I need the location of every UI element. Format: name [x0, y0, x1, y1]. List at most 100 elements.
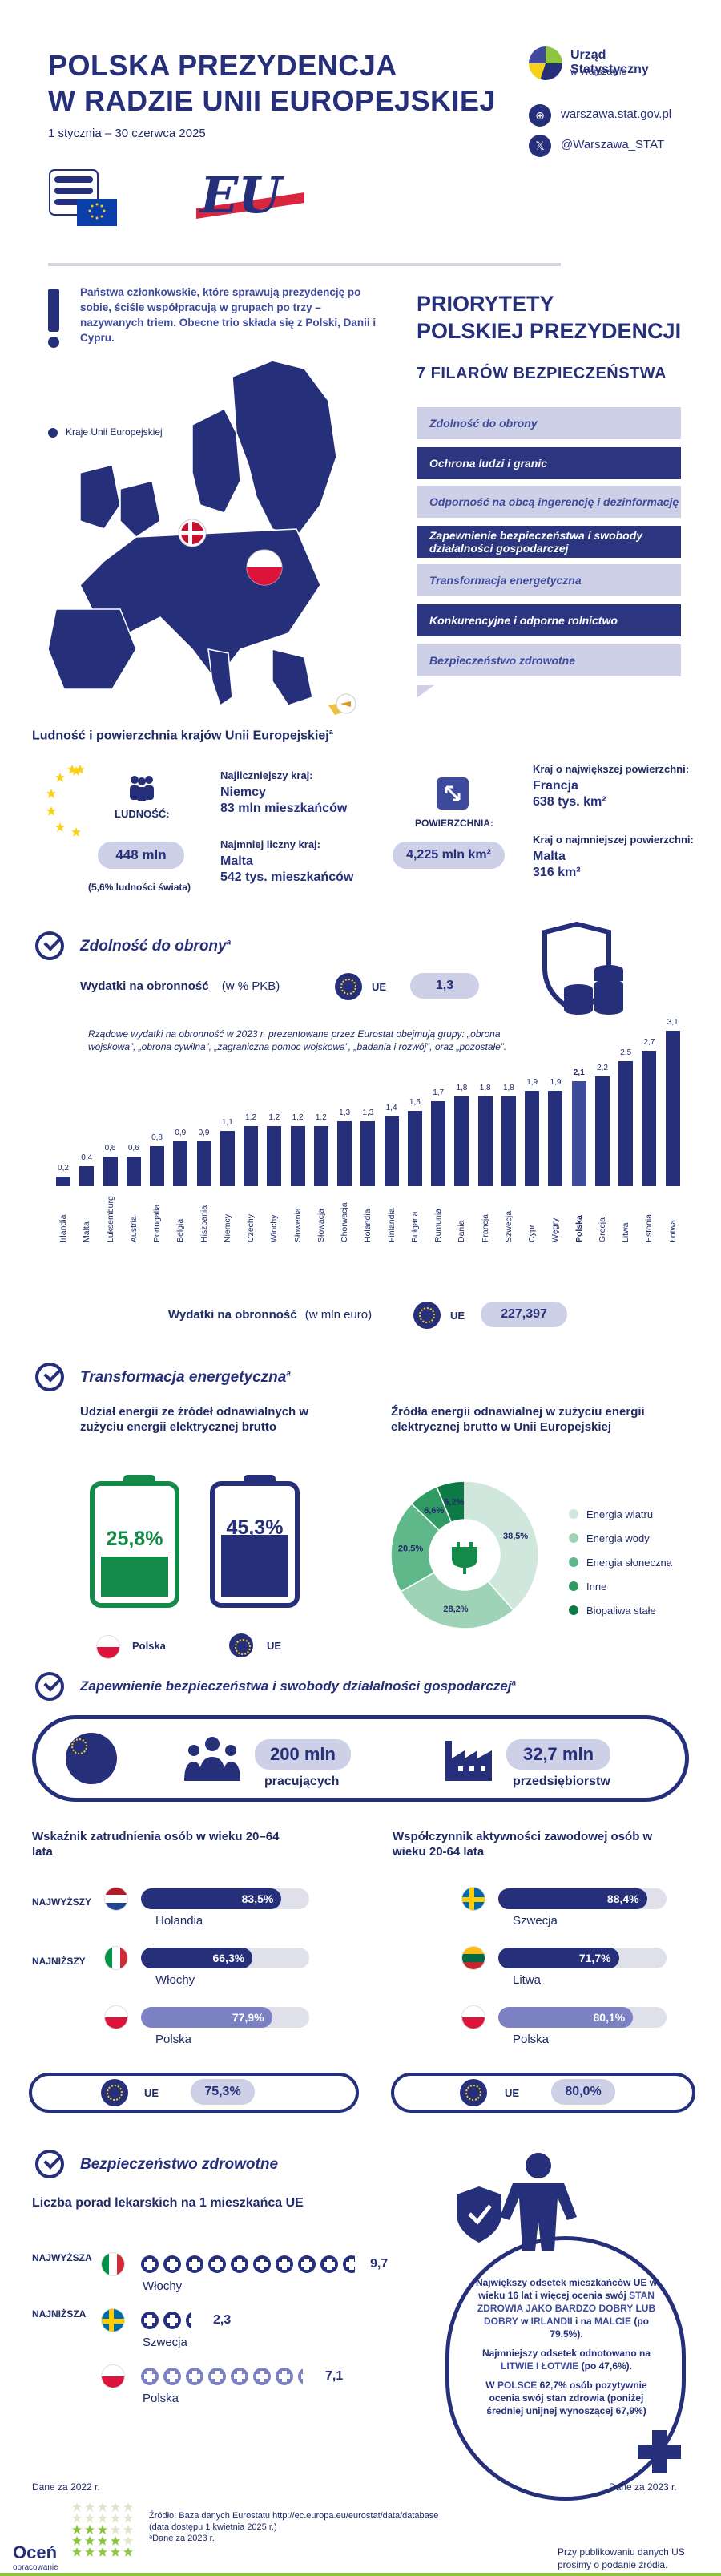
rating-star[interactable] [123, 2502, 133, 2512]
consult-icon [343, 2255, 356, 2273]
health-p2: Najmniejszy odsetek odnotowano na LITWIE… [471, 2347, 662, 2372]
consult-icon [186, 2312, 191, 2329]
defence-bar [290, 1126, 305, 1186]
defence-bar-value: 2,2 [597, 1063, 608, 1072]
svg-text:EU: EU [199, 166, 284, 224]
battery-pl-value: 25,8% [106, 1528, 163, 1550]
defence-bar-label: Dania [457, 1220, 467, 1242]
rating-star[interactable] [98, 2502, 107, 2512]
rating-star[interactable] [123, 2547, 133, 2557]
donut-slice-label: 20,5% [398, 1544, 423, 1554]
defence-bar-label: Węgry [550, 1217, 561, 1242]
firms-value: 32,7 mln [506, 1739, 610, 1770]
defence-bar-value: 1,7 [433, 1088, 445, 1097]
defence-note: Rządowe wydatki na obronność w 2023 r. p… [88, 1028, 507, 1052]
energy-title-text: Transformacja energetyczna [80, 1369, 287, 1386]
rate-bar-track: 83,5% [141, 1888, 309, 1909]
pop-label: LUDNOŚĆ: [115, 808, 170, 820]
employment-heading: Wskaźnik zatrudnienia osób w wieku 20–64… [32, 1830, 280, 1859]
rating-star[interactable] [72, 2513, 82, 2523]
check-circle-icon-4 [35, 2150, 64, 2178]
rating-star[interactable] [111, 2547, 120, 2557]
publish-line-1: Przy publikowaniu danych US [558, 2546, 685, 2558]
data-2023-note: Dane za 2023 r. [609, 2481, 677, 2493]
smallest-area-label: Kraj o najmniejszej powierzchni: [533, 834, 694, 846]
consult-icon [141, 2312, 159, 2329]
battery-pl-fill [101, 1556, 168, 1597]
header-divider [48, 263, 561, 266]
donut-legend-dot [569, 1557, 578, 1567]
donut-legend-item: Inne [569, 1581, 606, 1593]
rate-bar-track: 66,3% [141, 1948, 309, 1968]
donut-slice [400, 1571, 514, 1629]
rating-star[interactable] [123, 2513, 133, 2523]
economy-banner [32, 1715, 689, 1802]
rating-star[interactable] [98, 2513, 107, 2523]
defence-bar [477, 1096, 493, 1186]
workers-value: 200 mln [255, 1739, 351, 1770]
defence-bar-value: 1,8 [479, 1083, 491, 1092]
rate-label[interactable]: Oceń [13, 2542, 58, 2562]
battery-eu-fill [221, 1535, 288, 1597]
consult-icon [276, 2368, 293, 2385]
defence-title-sup: a [226, 938, 232, 947]
defence-bar [501, 1096, 516, 1186]
health-p3-c: 62,7% osób pozytywnie ocenia swój stan z… [486, 2380, 647, 2417]
rating-star[interactable] [72, 2525, 82, 2534]
consult-icon [276, 2255, 293, 2273]
rating-star[interactable] [111, 2525, 120, 2534]
defence-euro-label: Wydatki na obronność (w mln euro) [168, 1308, 372, 1322]
consult-icon [141, 2255, 159, 2273]
area-icon [437, 777, 469, 810]
rating-star[interactable] [98, 2547, 107, 2557]
rate-bar-country: Szwecja [513, 1914, 558, 1928]
donut-slice [436, 1480, 465, 1524]
rating-star[interactable] [85, 2513, 95, 2523]
eu-flag-icon-5 [101, 2079, 128, 2106]
consult-icon [253, 2255, 271, 2273]
rating-star[interactable] [111, 2536, 120, 2546]
rating-star[interactable] [85, 2536, 95, 2546]
rating-star[interactable] [72, 2502, 82, 2512]
pillar-item: Zapewnienie bezpieczeństwa i swobody dzi… [417, 526, 681, 558]
defence-euro-eu-label: UE [450, 1310, 465, 1322]
rating-stars-icon [72, 2502, 133, 2557]
defence-bar-value: 1,9 [550, 1078, 562, 1088]
activity-eu-box [391, 2073, 695, 2113]
source-line-2: (data dostępu 1 kwietnia 2025 r.) [149, 2522, 277, 2532]
defence-bar [594, 1076, 610, 1186]
rating-star[interactable] [123, 2536, 133, 2546]
smallest-pop-country: Malta [220, 854, 253, 868]
rating-star[interactable] [123, 2525, 133, 2534]
rating-star[interactable] [85, 2525, 95, 2534]
health-p1-c: w [518, 2316, 531, 2327]
rating-star[interactable] [111, 2502, 120, 2512]
health-person-icon [457, 2153, 577, 2251]
donut-legend-item: Energia wiatru [569, 1508, 653, 1520]
donut-legend-dot [569, 1605, 578, 1615]
rate-bar-country: Polska [155, 2033, 192, 2046]
energy-title-sup: a [286, 1369, 291, 1379]
rating-star[interactable] [98, 2525, 107, 2534]
rate-bar-fill: 66,3% [141, 1948, 253, 1968]
source-note: Źródło: Baza danych Eurostatu http://ec.… [149, 2510, 438, 2544]
pillar-item: Transformacja energetyczna [417, 564, 681, 596]
defence-bar [618, 1060, 634, 1186]
rating-star[interactable] [85, 2547, 95, 2557]
eu-flag-icon-2 [413, 1302, 441, 1329]
flag-it-icon [104, 1946, 128, 1970]
rating-star[interactable] [111, 2513, 120, 2523]
defence-bar-label: Estonia [644, 1213, 655, 1242]
shield-coins-icon [542, 921, 623, 1015]
publish-note: Przy publikowaniu danych US prosimy o po… [558, 2546, 685, 2571]
defence-bar-value: 1,3 [339, 1108, 351, 1117]
consult-icon [163, 2368, 181, 2385]
check-circle-icon-3 [35, 1672, 64, 1701]
rating-star[interactable] [72, 2536, 82, 2546]
defence-bar [267, 1126, 282, 1186]
consult-icon [298, 2255, 316, 2273]
rating-star[interactable] [98, 2536, 107, 2546]
rating-star[interactable] [85, 2502, 95, 2512]
donut-legend-label: Energia wody [586, 1532, 650, 1544]
rating-star[interactable] [72, 2547, 82, 2557]
